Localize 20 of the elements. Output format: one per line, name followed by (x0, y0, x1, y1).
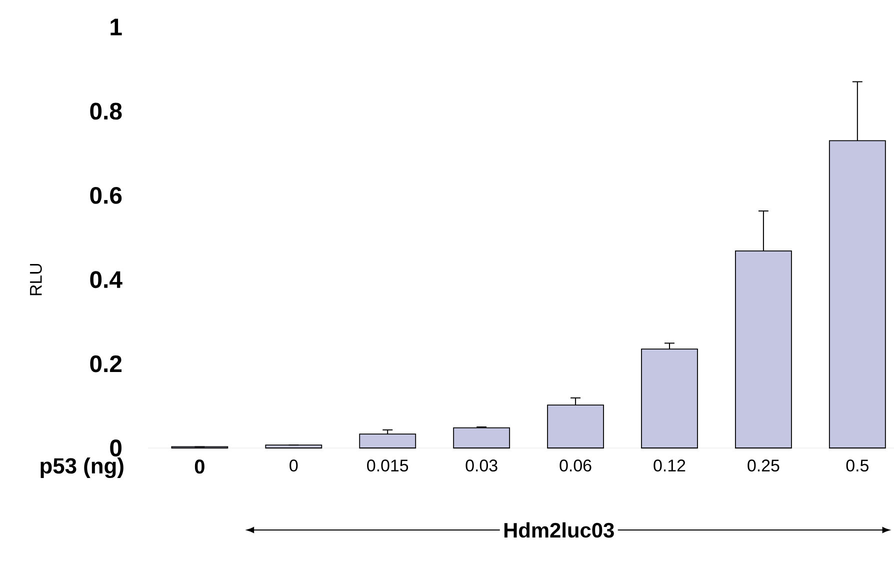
bar (453, 427, 510, 448)
y-tick-label: 0.2 (90, 355, 122, 372)
bar (359, 434, 416, 448)
y-axis-title: RLU (30, 264, 42, 296)
x-tick-label: 0.06 (560, 460, 592, 472)
x-tick-label: 0.015 (367, 460, 408, 472)
x-tick-label: 0 (194, 460, 204, 474)
x-tick-label: 0.5 (846, 460, 868, 472)
x-axis-title: p53 (ng) (40, 458, 124, 478)
bar (265, 444, 322, 448)
y-tick-label: 0.4 (90, 271, 122, 288)
x-tick-label: 0.12 (654, 460, 686, 472)
x-tick-label: 0.03 (466, 460, 498, 472)
y-tick-label: 0 (110, 440, 122, 456)
x-tick-label: 0 (290, 460, 298, 472)
y-tick-label: 1 (110, 18, 122, 36)
y-tick-label: 0.6 (90, 186, 122, 204)
x-tick-label: 0.25 (748, 460, 780, 472)
text: Hdm2luc03 (504, 522, 614, 538)
y-tick-label: 0.8 (90, 102, 122, 120)
